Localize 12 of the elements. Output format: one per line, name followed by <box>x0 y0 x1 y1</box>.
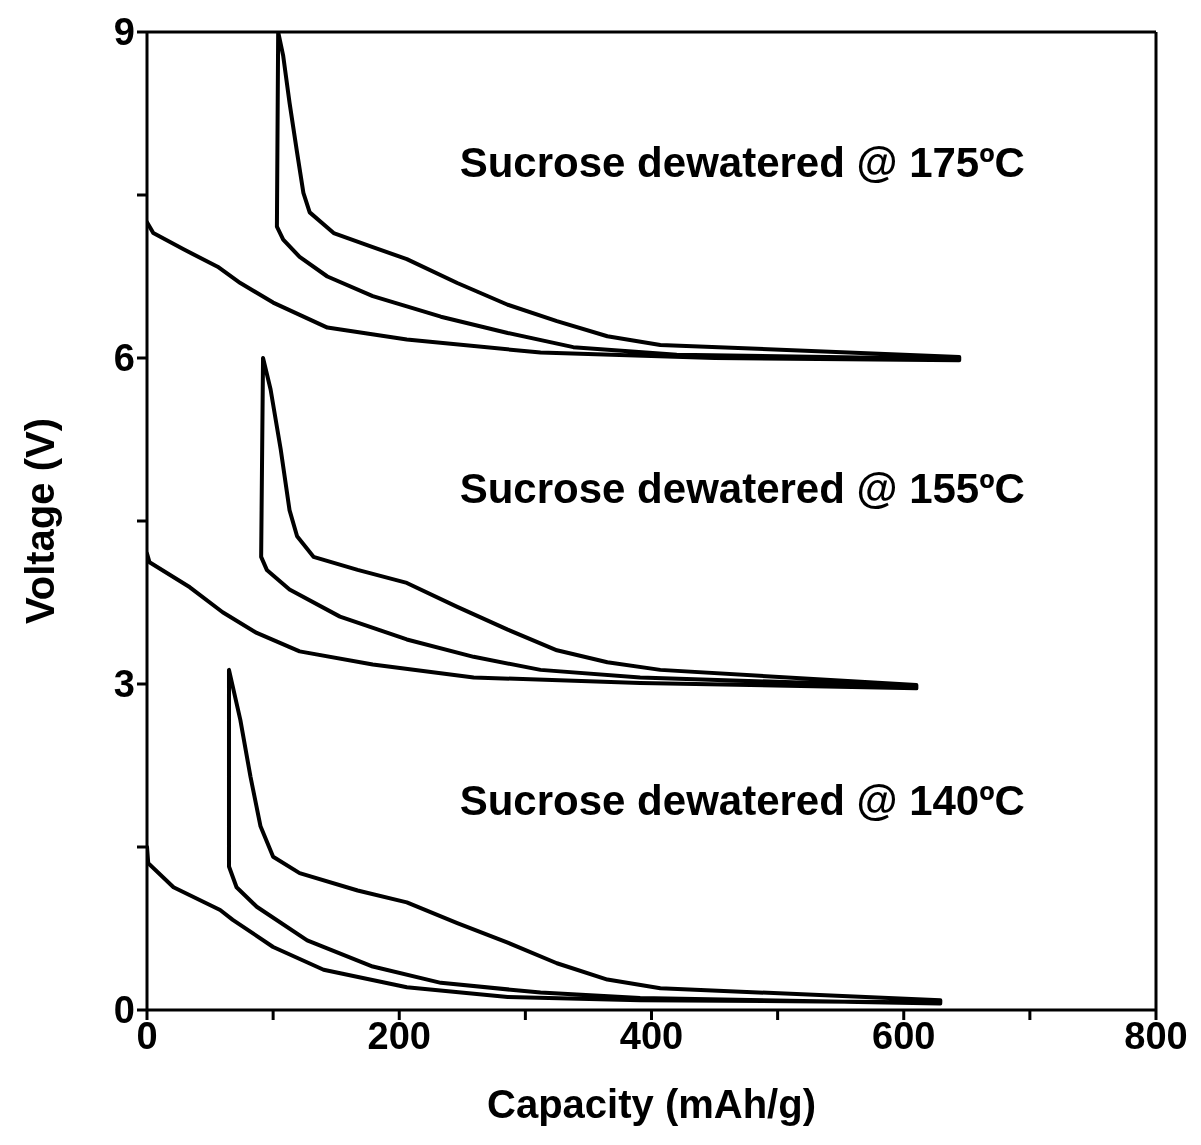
y-tick-label: 9 <box>113 11 135 54</box>
text: Sucrose dewatered @ 175ºC <box>459 139 1025 187</box>
x-tick-label: 400 <box>619 1014 684 1057</box>
text: Sucrose dewatered @ 155ºC <box>459 465 1025 513</box>
y-axis-title: Voltage (V) <box>18 418 63 624</box>
x-tick-label: 200 <box>367 1014 431 1057</box>
x-axis-title: Capacity (mAh/g) <box>487 1082 816 1126</box>
x-tick-label: 600 <box>872 1014 936 1057</box>
y-tick-label: 6 <box>113 337 135 380</box>
y-tick-label: 3 <box>113 663 135 706</box>
text: Sucrose dewatered @ 140ºC <box>459 777 1025 825</box>
x-tick-label: 800 <box>1124 1014 1188 1057</box>
